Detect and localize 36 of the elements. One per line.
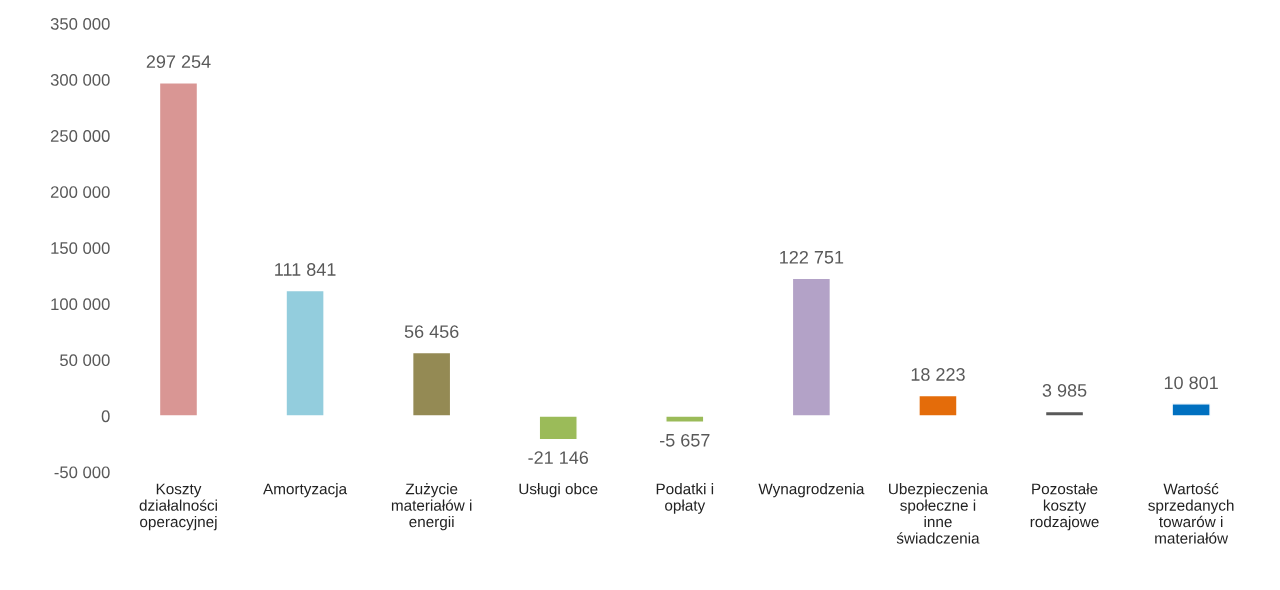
bar xyxy=(1171,403,1211,417)
x-tick-label: Koszty działalności operacyjnej xyxy=(139,483,217,531)
bar xyxy=(791,277,832,417)
data-label: 18 223 xyxy=(911,368,965,381)
data-label: 10 801 xyxy=(1164,376,1218,390)
y-tick-label: 150 000 xyxy=(51,242,110,254)
x-tick-label: Podatki i opłaty xyxy=(656,483,714,514)
x-tick-label: Wynagrodzenia xyxy=(758,483,865,498)
bar xyxy=(158,82,199,417)
bar xyxy=(411,351,452,417)
x-tick-label: Ubezpieczenia społeczne i inne świadczenia xyxy=(889,483,989,544)
x-tick-label: Pozostałe koszty rodzajowe xyxy=(1030,483,1099,531)
y-tick-label: 200 000 xyxy=(50,186,110,198)
y-tick-label: 50 000 xyxy=(60,354,110,367)
data-label: 3 985 xyxy=(1042,384,1087,397)
bar xyxy=(538,415,578,441)
x-tick-label: Usługi obce xyxy=(519,483,598,498)
data-label: 56 456 xyxy=(404,325,459,338)
data-label: -21 146 xyxy=(528,451,589,465)
data-label: 111 841 xyxy=(275,263,336,276)
x-tick-label: Zużycie materiałów i energii xyxy=(391,483,472,531)
data-label: -5 657 xyxy=(660,433,710,447)
data-label: 122 751 xyxy=(780,250,844,264)
bar xyxy=(285,289,325,417)
x-tick-label: Wartość sprzedanych towarów i materiałów xyxy=(1148,482,1234,544)
bar xyxy=(918,394,958,417)
bar xyxy=(1044,410,1085,417)
y-tick-label: -50 000 xyxy=(54,466,110,479)
bar xyxy=(665,415,705,423)
y-tick-label: 250 000 xyxy=(50,130,110,142)
data-label: 297 254 xyxy=(146,55,211,69)
y-tick-label: 350 000 xyxy=(50,18,110,30)
y-tick-label: 100 000 xyxy=(51,298,110,311)
y-tick-label: 0 xyxy=(101,410,110,423)
x-tick-label: Amortyzacja xyxy=(263,483,348,498)
y-tick-label: 300 000 xyxy=(50,74,110,86)
